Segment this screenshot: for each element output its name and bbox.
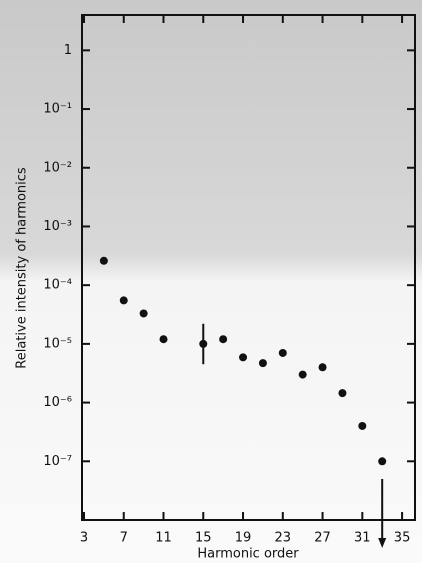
- data-point: [258, 359, 267, 368]
- y-axis-label: Relative intensity of harmonics: [15, 167, 30, 369]
- x-tick-label: 35: [394, 531, 411, 546]
- x-tick-label: 7: [120, 531, 128, 546]
- data-point: [239, 353, 248, 362]
- data-point: [358, 421, 367, 430]
- y-tick-label: 10⁻¹: [43, 102, 72, 117]
- plot-frame: [81, 14, 416, 521]
- x-tick-label: 15: [195, 531, 212, 546]
- y-tick-label: 10⁻³: [43, 219, 72, 234]
- x-tick-label: 23: [275, 531, 292, 546]
- data-point: [298, 370, 307, 379]
- data-point: [278, 348, 287, 357]
- x-tick-label: 3: [80, 531, 88, 546]
- x-tick-label: 11: [155, 531, 172, 546]
- data-point: [219, 335, 228, 344]
- x-tick-label: 19: [235, 531, 252, 546]
- y-tick-label: 10⁻⁵: [43, 336, 72, 351]
- data-point: [159, 335, 168, 344]
- data-point: [139, 309, 148, 318]
- x-tick-label: 27: [314, 531, 331, 546]
- data-point: [318, 363, 327, 372]
- y-tick-label: 10⁻²: [43, 160, 72, 175]
- data-point: [99, 256, 108, 265]
- arrow-head: [378, 538, 387, 548]
- y-tick-label: 10⁻⁴: [43, 278, 72, 293]
- x-axis-label: Harmonic order: [197, 547, 299, 562]
- data-point: [338, 389, 347, 398]
- y-tick-label: 10⁻⁷: [43, 454, 72, 469]
- data-point: [119, 296, 128, 305]
- data-point: [378, 457, 387, 466]
- x-tick-label: 31: [354, 531, 371, 546]
- y-tick-label: 10⁻⁶: [43, 395, 72, 410]
- y-tick-label: 1: [64, 43, 72, 58]
